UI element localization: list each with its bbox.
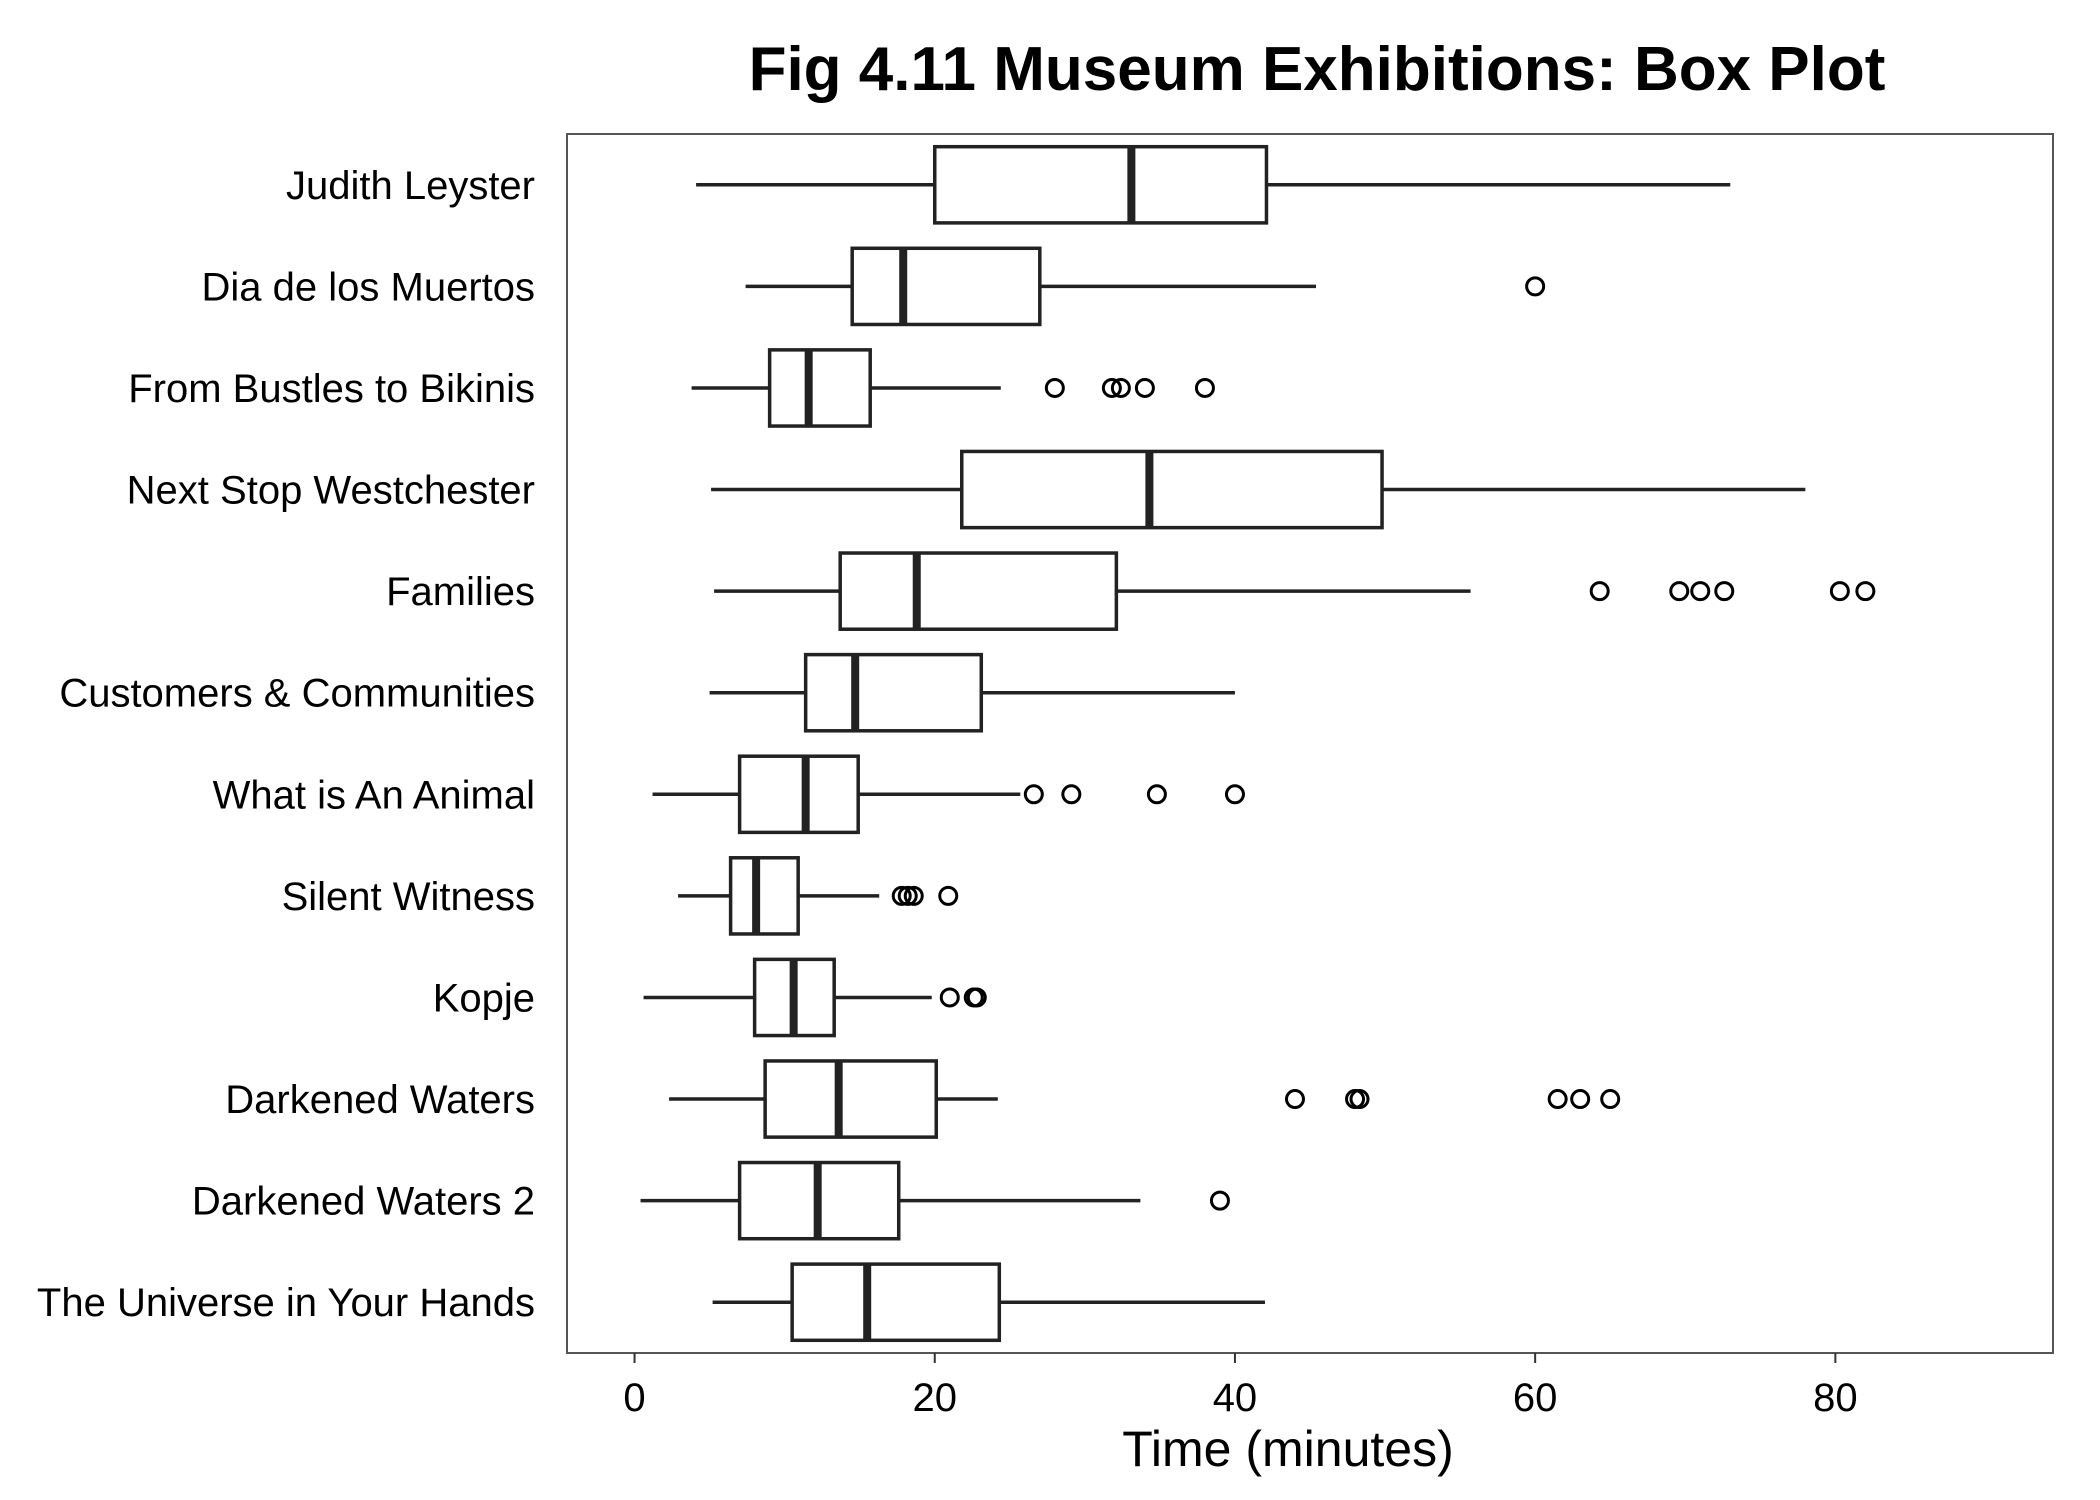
category-label-darkened-waters: Darkened Waters	[225, 1078, 535, 1122]
x-axis-label: Time (minutes)	[1122, 1421, 1454, 1477]
outlier-point-from-bustles-to-bikinis-3	[1134, 377, 1155, 398]
outlier-point-kopje-2	[966, 987, 987, 1008]
box-what-is-an-animal	[737, 754, 860, 835]
outlier-point-silent-witness-1	[897, 885, 918, 906]
category-label-kopje: Kopje	[433, 976, 535, 1020]
outlier-point-families-2	[1690, 581, 1711, 602]
category-label-the-universe-in-your-hands: The Universe in Your Hands	[37, 1281, 535, 1325]
outlier-point-families-5	[1855, 581, 1876, 602]
outlier-point-darkened-waters-2-0	[1209, 1190, 1230, 1211]
box-next-stop-westchester	[960, 449, 1384, 530]
category-label-what-is-an-animal: What is An Animal	[213, 773, 535, 817]
x-axis-ticks: 0 20 40 60 80	[623, 1353, 1858, 1420]
category-label-darkened-waters-2: Darkened Waters 2	[192, 1180, 535, 1224]
box-darkened-waters	[763, 1059, 938, 1139]
outlier-point-what-is-an-animal-0	[1023, 784, 1044, 805]
plot-area-frame	[566, 133, 2054, 1354]
x-tick-label-80: 80	[1813, 1376, 1858, 1420]
outlier-point-what-is-an-animal-1	[1061, 784, 1082, 805]
outlier-point-what-is-an-animal-3	[1224, 784, 1245, 805]
x-tick-label-60: 60	[1513, 1376, 1558, 1420]
outlier-point-darkened-waters-2	[1349, 1089, 1370, 1110]
outlier-point-silent-witness-3	[938, 885, 959, 906]
x-tick-label-20: 20	[912, 1376, 957, 1420]
box-group-dia-de-los-muertos	[745, 246, 1546, 327]
x-tick-label-40: 40	[1213, 1376, 1258, 1420]
outlier-point-darkened-waters-0	[1284, 1089, 1305, 1110]
box-group-kopje	[643, 957, 987, 1038]
outlier-point-silent-witness-0	[891, 885, 912, 906]
outlier-point-kopje-0	[939, 987, 960, 1008]
outlier-point-from-bustles-to-bikinis-0	[1044, 377, 1065, 398]
category-labels: Judith Leyster Dia de los Muertos From Bus…	[37, 164, 535, 1325]
outlier-point-from-bustles-to-bikinis-4	[1194, 377, 1215, 398]
outlier-point-dia-de-los-muertos-0	[1525, 276, 1546, 297]
outlier-point-darkened-waters-3	[1547, 1089, 1568, 1110]
category-label-next-stop-westchester: Next Stop Westchester	[127, 469, 535, 513]
box-the-universe-in-your-hands	[790, 1262, 1002, 1343]
outlier-point-silent-witness-2	[903, 885, 924, 906]
box-group-families	[714, 551, 1876, 631]
category-label-silent-witness: Silent Witness	[282, 875, 535, 919]
outlier-point-families-4	[1829, 581, 1850, 602]
outlier-point-darkened-waters-5	[1600, 1089, 1621, 1110]
box-families	[838, 551, 1119, 631]
outlier-point-families-0	[1589, 581, 1610, 602]
box-dia-de-los-muertos	[850, 246, 1042, 327]
x-tick-label-0: 0	[623, 1376, 645, 1420]
outlier-point-families-1	[1669, 581, 1690, 602]
outlier-point-what-is-an-animal-2	[1146, 784, 1167, 805]
box-group-darkened-waters	[669, 1059, 1621, 1139]
box-customers-and-communities	[803, 652, 984, 733]
box-silent-witness	[728, 856, 800, 936]
box-group-judith-leyster	[696, 144, 1731, 225]
outlier-point-darkened-waters-4	[1570, 1089, 1591, 1110]
box-group-next-stop-westchester	[711, 449, 1806, 530]
chart-title: Fig 4.11 Museum Exhibitions: Box Plot	[749, 35, 1886, 104]
category-label-customers-and-communities: Customers & Communities	[59, 672, 535, 716]
box-judith-leyster	[932, 144, 1269, 225]
outlier-point-families-3	[1714, 581, 1735, 602]
box-from-bustles-to-bikinis	[767, 348, 872, 428]
boxes-layer	[640, 144, 1876, 1343]
category-label-dia-de-los-muertos: Dia de los Muertos	[202, 265, 535, 309]
box-group-silent-witness	[678, 856, 959, 936]
category-label-judith-leyster: Judith Leyster	[286, 164, 535, 208]
box-group-the-universe-in-your-hands	[712, 1262, 1265, 1343]
box-group-customers-and-communities	[709, 652, 1235, 733]
outlier-point-from-bustles-to-bikinis-1	[1101, 377, 1122, 398]
box-group-from-bustles-to-bikinis	[691, 348, 1215, 428]
box-group-darkened-waters-2	[640, 1160, 1230, 1241]
outlier-point-from-bustles-to-bikinis-2	[1110, 377, 1131, 398]
box-group-what-is-an-animal	[652, 754, 1245, 835]
category-label-from-bustles-to-bikinis: From Bustles to Bikinis	[128, 367, 535, 411]
category-label-families: Families	[386, 570, 535, 614]
